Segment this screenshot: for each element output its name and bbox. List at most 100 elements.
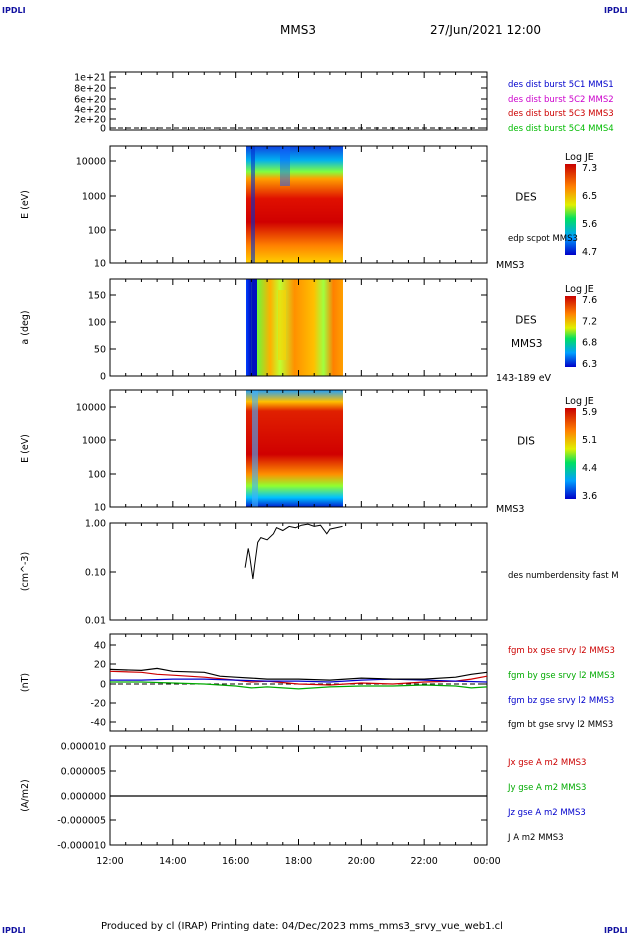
y-tick-label: 6e+20 [74,95,106,106]
y-tick-label: 100 [88,470,106,481]
y-tick-label: -20 [90,699,106,710]
time-tick-label: 12:00 [96,856,123,867]
y-tick-label: 1000 [82,192,106,203]
colorbar-des-energy [565,164,576,255]
footer-credit: Produced by cl (IRAP) Printing date: 04/… [101,921,503,932]
time-tick-label: 20:00 [348,856,375,867]
y-tick-label: 100 [88,226,106,237]
y-tick-label: 10 [94,503,106,514]
colorbar-tick-label: 5.6 [582,219,597,230]
panel-frame [109,71,488,131]
colorbar-dis-energy [565,408,576,499]
y-tick-label: 0 [100,372,106,383]
y-tick-label: 10 [94,259,106,270]
colorbar-tick-label: 5.1 [582,435,597,446]
y-tick-label: 100 [88,318,106,329]
panel-frame [109,522,488,621]
y-axis-label: a (deg) [20,310,31,344]
y-tick-label: 150 [88,291,106,302]
y-tick-label: 40 [94,641,106,652]
legend-entry: fgm by gse srvy l2 MMS3 [508,671,615,681]
magnetic-field-series-line [110,681,488,690]
y-tick-label: 0.01 [85,616,106,627]
legend-entry: fgm bz gse srvy l2 MMS3 [508,696,614,706]
magnetic-field-series-line [110,678,488,683]
time-tick-label: 14:00 [159,856,186,867]
y-tick-label: 20 [94,660,106,671]
instrument-sublabel: MMS3 [511,338,542,350]
colorbar-title: Log JE [565,152,594,163]
colorbar-des-pitch [565,296,576,367]
time-tick-label: 00:00 [473,856,500,867]
legend-entry: des dist burst 5C2 MMS2 [508,95,614,105]
y-tick-label: 50 [94,345,106,356]
time-tick-label: 16:00 [222,856,249,867]
y-axis-label: E (eV) [20,434,31,463]
y-axis-label: E (eV) [20,190,31,219]
legend-entry: fgm bx gse srvy l2 MMS3 [508,646,615,656]
instrument-sublabel: edp scpot MMS3 [508,234,578,244]
y-tick-label: 0 [100,680,106,691]
instrument-label: DES [515,315,537,327]
y-tick-label: 0.000005 [61,767,106,778]
colorbar-title: Log JE [565,284,594,295]
des-pitch-angle-spectrogram [246,279,343,376]
spacecraft-label: MMS3 [496,260,524,271]
y-tick-label: -40 [90,718,106,729]
colorbar-tick-label: 4.4 [582,463,597,474]
colorbar-tick-label: 6.5 [582,191,597,202]
corner-label-top-right: IPDLI [604,6,628,15]
legend-entry: Jz gse A m2 MMS3 [507,808,586,818]
y-tick-label: 0.000000 [61,792,106,803]
y-tick-label: -0.000010 [57,841,106,852]
legend-entry: des dist burst 5C1 MMS1 [508,80,614,90]
corner-label-top-left: IPDLI [2,6,26,15]
time-tick-label: 18:00 [285,856,312,867]
corner-label-bottom-right: IPDLI [604,926,628,934]
colorbar-tick-label: 3.6 [582,491,597,502]
magnetic-field-series-line [109,667,488,681]
y-tick-label: 2e+20 [74,115,106,126]
colorbar-tick-label: 5.9 [582,407,597,418]
y-tick-label: 0 [100,124,106,135]
legend-entry: des dist burst 5C4 MMS4 [508,124,614,134]
y-tick-label: 4e+20 [74,105,106,116]
density-series-line [244,523,343,580]
y-tick-label: 1e+21 [74,73,106,84]
y-axis-label: (A/m2) [20,779,31,811]
legend-entry: des numberdensity fast M [508,571,619,581]
legend-entry: Jy gse A m2 MMS3 [507,783,586,793]
y-tick-label: 1000 [82,436,106,447]
spacecraft-label: 143-189 eV [496,373,552,384]
dis-energy-spectrogram [246,390,343,507]
colorbar-title: Log JE [565,396,594,407]
instrument-label: DIS [517,436,535,448]
y-axis-label: (nT) [20,673,31,692]
y-tick-label: 1.00 [85,519,106,530]
colorbar-tick-label: 6.8 [582,338,597,349]
corner-label-bottom-left: IPDLI [2,926,26,934]
time-tick-label: 22:00 [410,856,437,867]
y-tick-label: -0.000005 [57,816,106,827]
legend-entry: J A m2 MMS3 [507,833,564,843]
colorbar-tick-label: 4.7 [582,247,597,258]
y-tick-label: 10000 [76,403,106,414]
des-energy-spectrogram [246,146,343,263]
legend-entry: des dist burst 5C3 MMS3 [508,109,614,119]
plot-title: MMS3 [280,23,316,37]
plot-date: 27/Jun/2021 12:00 [430,23,541,37]
y-axis-label: (cm^-3) [20,552,31,591]
legend-entry: Jx gse A m2 MMS3 [507,758,586,768]
instrument-label: DES [515,192,537,204]
y-tick-label: 8e+20 [74,84,106,95]
spacecraft-label: MMS3 [496,504,524,515]
colorbar-tick-label: 7.2 [582,316,597,327]
y-tick-label: 0.000010 [61,742,106,753]
colorbar-tick-label: 7.3 [582,163,597,174]
y-tick-label: 0.10 [85,568,106,579]
colorbar-tick-label: 7.6 [582,295,597,306]
y-tick-label: 10000 [76,157,106,168]
